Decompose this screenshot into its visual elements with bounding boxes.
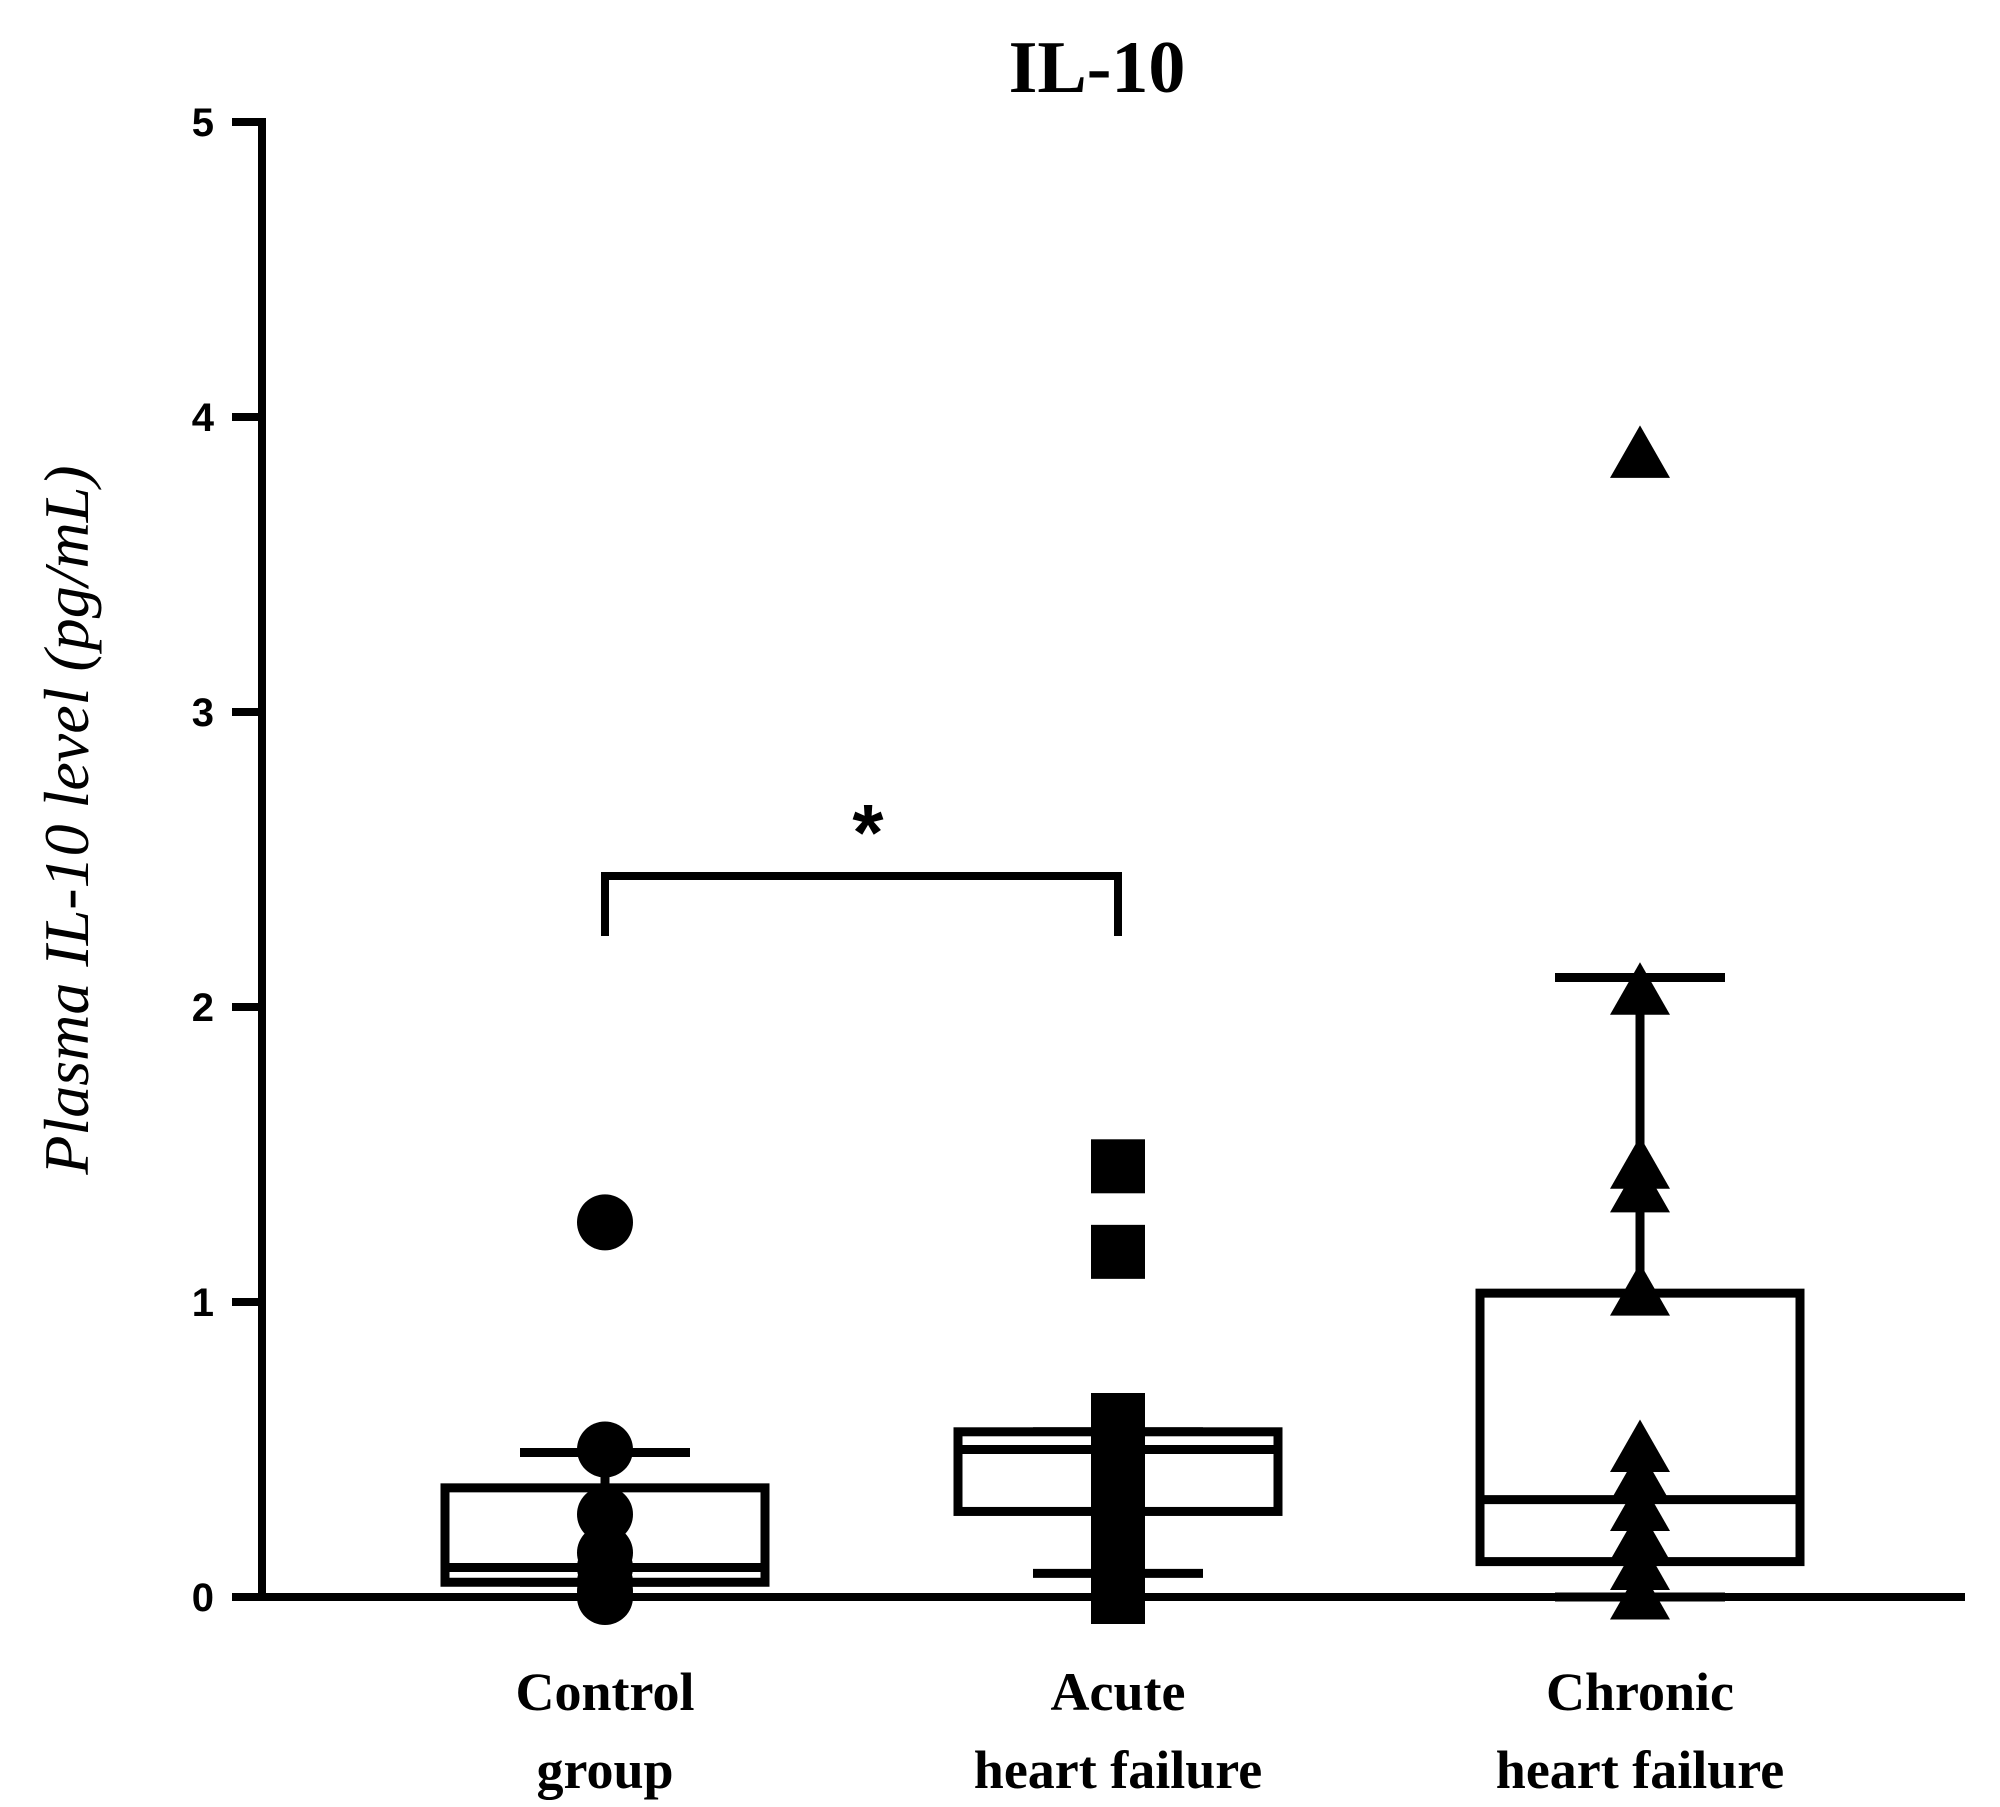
y-tick-label: 3: [192, 691, 214, 735]
data-point-triangle: [1610, 1159, 1670, 1213]
category-label: Chronic: [1546, 1662, 1734, 1722]
data-point-triangle: [1610, 1263, 1670, 1316]
data-point-circle: [577, 1486, 633, 1543]
data-point-triangle: [1610, 1478, 1670, 1531]
chart-title: IL-10: [1009, 27, 1186, 109]
category-label: Acute: [1051, 1662, 1186, 1722]
category-label: heart failure: [974, 1740, 1262, 1800]
data-point-triangle: [1610, 1537, 1670, 1590]
data-point-circle: [577, 1421, 633, 1478]
y-tick-label: 4: [192, 396, 215, 440]
y-tick-label: 5: [192, 101, 214, 145]
significance-bracket: [601, 872, 1122, 936]
y-tick-label: 0: [192, 1576, 214, 1620]
data-point-triangle: [1610, 1567, 1670, 1620]
data-point-square: [1091, 1139, 1145, 1194]
significance-asterisk: *: [852, 788, 884, 877]
y-axis-label: Plasma IL-10 level (pg/mL): [31, 465, 102, 1175]
data-point-triangle: [1610, 425, 1670, 478]
data-point-square: [1091, 1224, 1145, 1279]
data-point-triangle: [1610, 962, 1670, 1015]
data-point-triangle: [1610, 1419, 1670, 1472]
category-label: heart failure: [1496, 1740, 1784, 1800]
y-tick-label: 1: [192, 1281, 214, 1325]
data-point-triangle: [1610, 1449, 1670, 1502]
data-point-square: [1091, 1570, 1145, 1624]
category-label: group: [536, 1740, 673, 1800]
y-tick-label: 2: [192, 986, 214, 1030]
data-point-circle: [577, 1194, 633, 1251]
category-label: Control: [515, 1662, 694, 1722]
data-point-circle: [577, 1569, 633, 1625]
data-point-triangle: [1610, 1508, 1670, 1561]
